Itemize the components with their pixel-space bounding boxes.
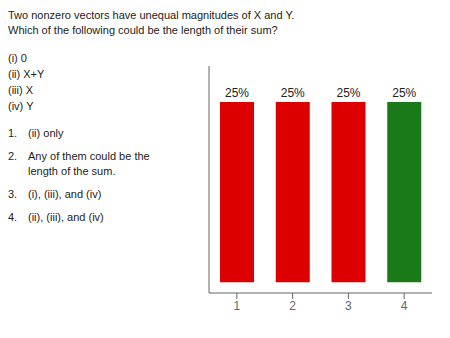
html-text:(ii) X+Y: (ii) X+Y	[8, 68, 45, 80]
html-text:(ii) only: (ii) only	[28, 127, 64, 139]
svg-text:25%: 25%	[281, 86, 305, 100]
svg-text:1: 1	[234, 299, 241, 313]
html-text:length of the sum.: length of the sum.	[28, 165, 116, 177]
html-text:(i) 0: (i) 0	[8, 52, 27, 64]
html-text:2.: 2.	[8, 150, 18, 162]
html-text:4.: 4.	[8, 211, 18, 223]
svg-text:25%: 25%	[225, 86, 249, 100]
html-text:1.: 1.	[8, 127, 18, 139]
svg-text:25%: 25%	[392, 86, 416, 100]
html-text:(i), (iii), and (iv): (i), (iii), and (iv)	[28, 188, 102, 200]
svg-text:25%: 25%	[336, 86, 360, 100]
html-text:(iv) Y: (iv) Y	[8, 100, 34, 112]
html-text:(iii) X: (iii) X	[8, 84, 34, 96]
html-text:Which of the following could b: Which of the following could be the leng…	[8, 24, 278, 36]
html-text:Two nonzero vectors have unequ: Two nonzero vectors have unequal magnitu…	[8, 9, 295, 21]
svg-text:4: 4	[401, 299, 408, 313]
html-text:(ii), (iii), and (iv): (ii), (iii), and (iv)	[28, 211, 104, 223]
svg-text:3: 3	[345, 299, 352, 313]
svg-text:2: 2	[289, 299, 296, 313]
html-text:Any of them could be the: Any of them could be the	[28, 150, 150, 162]
html-text:3.: 3.	[8, 188, 18, 200]
